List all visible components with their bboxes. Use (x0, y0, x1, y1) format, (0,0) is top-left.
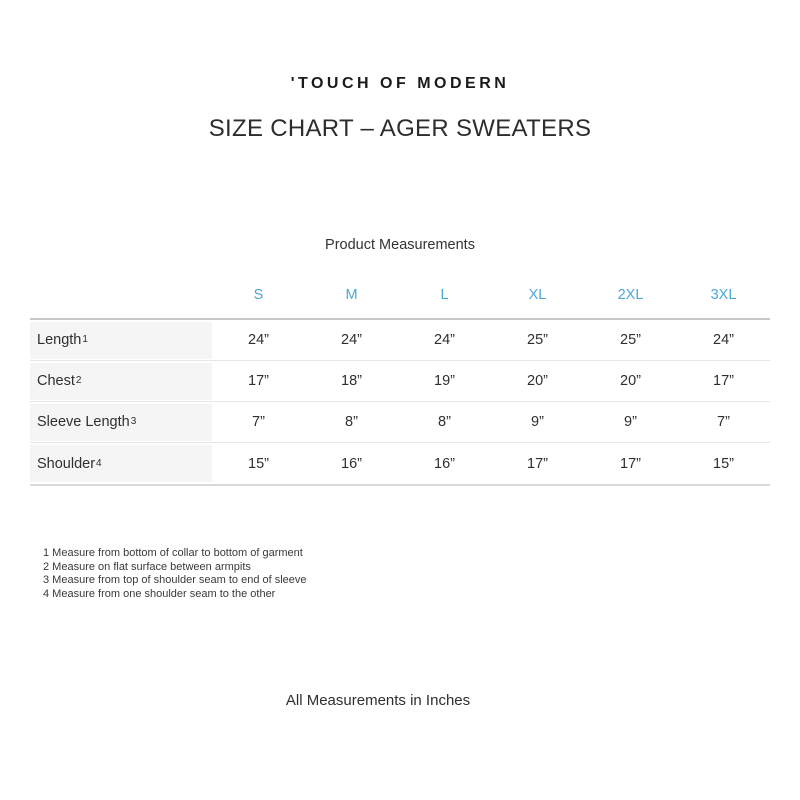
measurement-cell: 9” (624, 414, 637, 430)
measurement-cell: 17” (713, 373, 734, 389)
measurement-cell: 8” (345, 414, 358, 430)
measurement-cell: 9” (531, 414, 544, 430)
measurement-cell: 15” (248, 455, 269, 472)
measurement-cell: 15” (713, 455, 734, 472)
measurement-cell: 24” (248, 332, 269, 348)
measurement-cell: 8” (438, 414, 451, 430)
measurement-cell: 19” (434, 373, 455, 389)
table-caption: Product Measurements (325, 237, 475, 253)
footnotes-block: 1 Measure from bottom of collar to botto… (43, 547, 800, 601)
size-header-3xl: 3XL (710, 287, 737, 303)
measurement-cell: 16” (341, 455, 362, 472)
size-header-s: S (253, 287, 264, 303)
brand-logo: 'TOUCH OF MODERN (290, 75, 510, 92)
row-label-sleeve-length: Sleeve Length 3 (30, 403, 212, 441)
measurement-cell: 25” (527, 332, 548, 348)
measurement-cell: 17” (248, 373, 269, 389)
measurement-cell: 20” (527, 373, 548, 389)
size-header-2xl: 2XL (617, 287, 644, 303)
size-header-row: S M L XL 2XL 3XL (30, 286, 770, 304)
size-table-body: Length 1 24” 24” 24” 25” 25” 24” Chest 2 1… (30, 318, 770, 486)
footnote-3: 3 Measure from top of shoulder seam to e… (43, 574, 307, 586)
measurement-cell: 25” (620, 332, 641, 348)
row-label-shoulder: Shoulder 4 (30, 445, 212, 482)
measurement-cell: 20” (620, 373, 641, 389)
measurement-cell: 18” (341, 373, 362, 389)
row-label-text: Shoulder (37, 455, 96, 472)
measurement-cell: 7” (717, 414, 730, 430)
row-label-text: Sleeve Length (37, 414, 130, 430)
measurement-cell: 16” (434, 455, 455, 472)
row-label-text: Chest (37, 373, 75, 389)
measurement-cell: 7” (252, 414, 265, 430)
footnote-4: 4 Measure from one shoulder seam to the … (43, 587, 276, 600)
table-row-shoulder: Shoulder 4 15” 16” 16” 17” 17” 15” (30, 443, 770, 484)
measurement-cell: 24” (434, 332, 455, 348)
size-header-xl: XL (528, 287, 547, 303)
size-chart-table: S M L XL 2XL 3XL Length 1 24” 24” 24” 25”… (30, 286, 770, 486)
measurement-cell: 24” (713, 332, 734, 348)
footer-note: All Measurements in Inches (285, 692, 471, 709)
measurement-cell: 24” (341, 332, 362, 348)
table-row-length: Length 1 24” 24” 24” 25” 25” 24” (30, 320, 770, 361)
measurement-cell: 17” (527, 455, 548, 472)
table-row-sleeve-length: Sleeve Length 3 7” 8” 8” 9” 9” 7” (30, 402, 770, 443)
measurement-cell: 17” (620, 455, 641, 472)
size-header-m: M (345, 287, 358, 303)
row-label-chest: Chest 2 (30, 362, 212, 400)
footnote-1: 1 Measure from bottom of collar to botto… (43, 547, 303, 559)
footnote-2: 2 Measure on flat surface between armpit… (43, 560, 251, 573)
row-label-text: Length (37, 332, 82, 348)
size-header-l: L (440, 287, 449, 303)
row-label-length: Length 1 (30, 321, 212, 359)
table-row-chest: Chest 2 17” 18” 19” 20” 20” 17” (30, 361, 770, 402)
page-title: SIZE CHART – AGER SWEATERS (208, 115, 592, 142)
